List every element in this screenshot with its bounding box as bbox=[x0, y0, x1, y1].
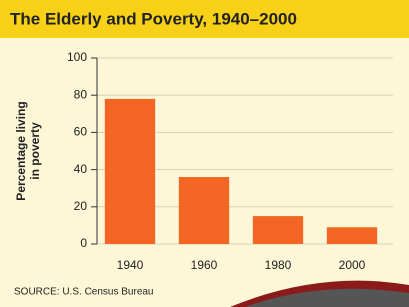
y-tick-label: 100 bbox=[67, 50, 87, 64]
bar bbox=[179, 177, 229, 244]
chart-title: The Elderly and Poverty, 1940–2000 bbox=[10, 9, 297, 28]
y-tick-label: 80 bbox=[74, 87, 88, 101]
bar bbox=[253, 216, 303, 244]
x-tick-label: 1940 bbox=[117, 258, 144, 272]
y-tick-label: 20 bbox=[74, 199, 88, 213]
bar bbox=[327, 227, 377, 244]
source-note: SOURCE: U.S. Census Bureau bbox=[14, 287, 154, 298]
x-tick-label: 1960 bbox=[191, 258, 218, 272]
x-tick-label: 2000 bbox=[339, 258, 366, 272]
y-axis-label: in poverty bbox=[28, 122, 42, 180]
y-axis-label: Percentage living bbox=[14, 101, 28, 200]
y-tick-label: 60 bbox=[74, 125, 88, 139]
chart: The Elderly and Poverty, 1940–2000 SOURC… bbox=[0, 0, 409, 307]
bar bbox=[105, 99, 155, 244]
y-tick-label: 0 bbox=[80, 236, 87, 250]
x-tick-label: 1980 bbox=[265, 258, 292, 272]
y-tick-label: 40 bbox=[74, 162, 88, 176]
